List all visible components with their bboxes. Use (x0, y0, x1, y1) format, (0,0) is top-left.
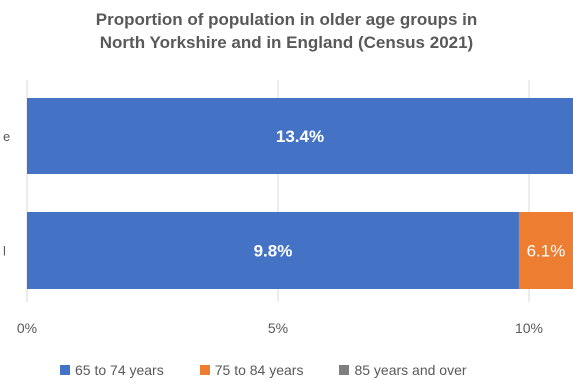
x-tick-label: 10% (515, 320, 543, 336)
chart-title: Proportion of population in older age gr… (95, 10, 478, 52)
data-label: 6.1% (527, 242, 566, 261)
x-tick-label: 5% (268, 320, 288, 336)
data-label: 13.4% (276, 127, 324, 146)
x-tick-label: 0% (17, 320, 37, 336)
legend-label-65-74: 65 to 74 years (75, 362, 164, 378)
legend-item-85-plus: 85 years and over (339, 362, 467, 378)
category-label: l (3, 244, 6, 259)
legend-swatch-75-84 (199, 365, 210, 375)
bar-segment (518, 212, 573, 289)
legend-label-85-plus: 85 years and over (354, 362, 467, 378)
legend-item-65-74: 65 to 74 years (60, 362, 164, 378)
data-label: 9.8% (254, 242, 293, 261)
bar-segment (27, 98, 573, 174)
bar-segment (27, 212, 519, 289)
legend-swatch-65-74 (60, 365, 70, 375)
chart-legend: 65 to 74 years 75 to 84 years 85 years a… (60, 362, 573, 378)
legend-label-75-84: 75 to 84 years (214, 362, 304, 378)
category-label: e (3, 129, 10, 144)
legend-swatch-85-plus (339, 365, 350, 375)
legend-item-75-84: 75 to 84 years (199, 362, 304, 378)
